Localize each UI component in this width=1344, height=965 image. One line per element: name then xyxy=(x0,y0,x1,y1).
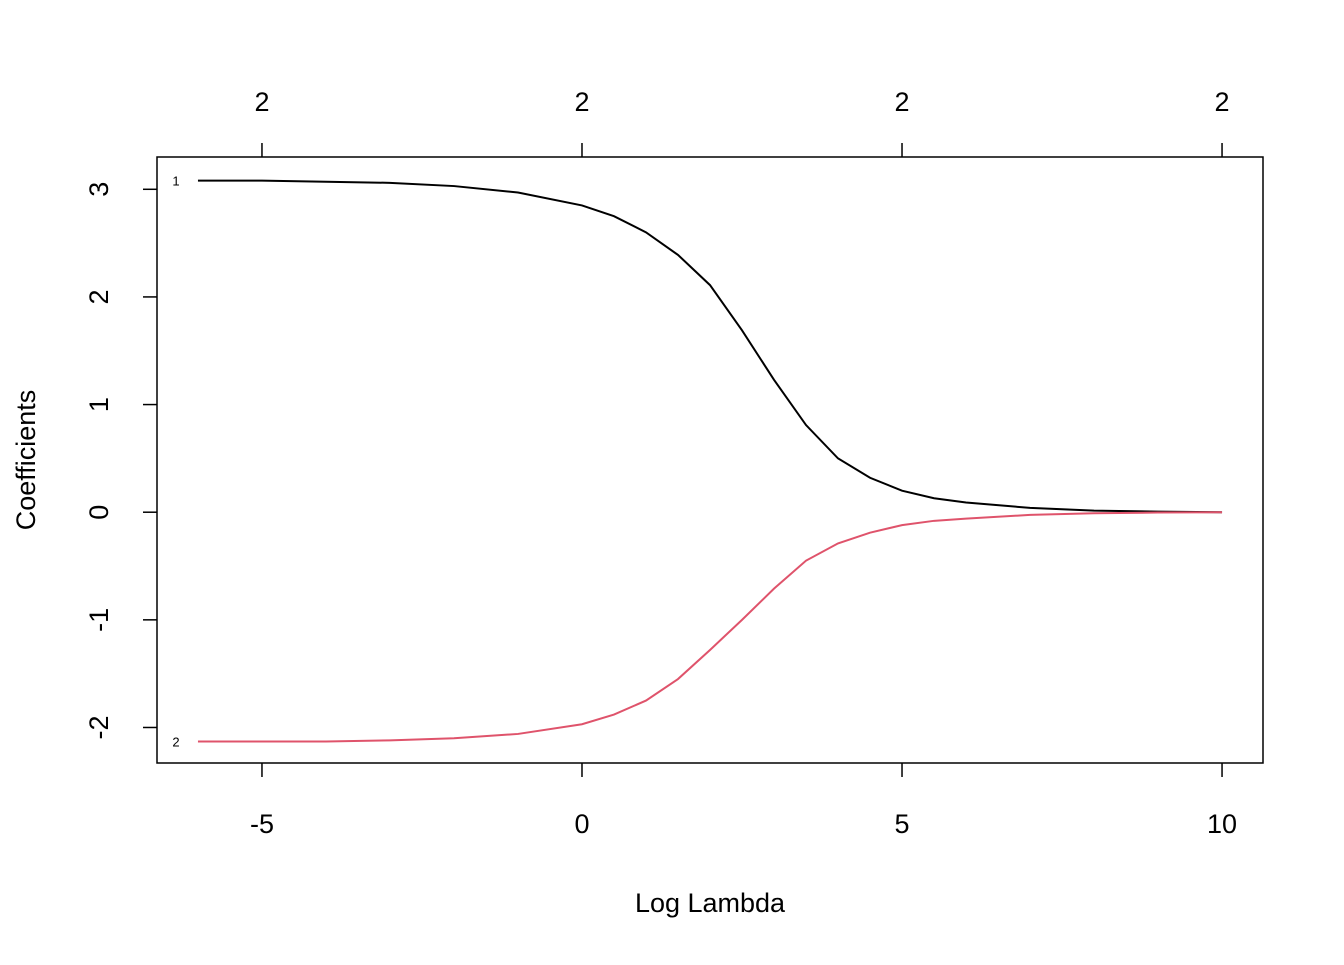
series-line xyxy=(197,179,1223,514)
x-tick-label: 5 xyxy=(894,809,909,839)
top-tick-label: 2 xyxy=(574,87,589,117)
x-tick-label: 10 xyxy=(1207,809,1237,839)
top-tick-label: 2 xyxy=(1215,87,1230,117)
top-tick-label: 2 xyxy=(254,87,269,117)
y-tick-label: 2 xyxy=(84,289,114,304)
series-label: 2 xyxy=(172,734,179,749)
y-axis-label: Coefficients xyxy=(11,390,41,531)
top-tick-label: 2 xyxy=(894,87,909,117)
series-line xyxy=(197,511,1223,743)
y-tick-label: 0 xyxy=(84,505,114,520)
x-tick-label: 0 xyxy=(574,809,589,839)
y-tick-label: -1 xyxy=(84,608,114,632)
x-axis-label: Log Lambda xyxy=(635,888,786,918)
y-tick-label: 3 xyxy=(84,182,114,197)
y-tick-label: -2 xyxy=(84,715,114,739)
plot-frame xyxy=(156,156,1264,764)
x-tick-label: -5 xyxy=(250,809,274,839)
y-tick-label: 1 xyxy=(84,397,114,412)
series-label: 1 xyxy=(172,174,179,189)
